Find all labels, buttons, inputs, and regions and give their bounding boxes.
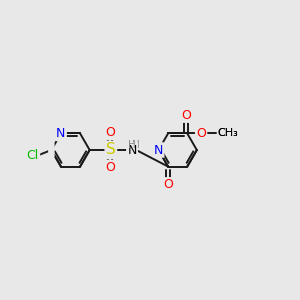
Text: O: O [105, 161, 115, 174]
Text: O: O [105, 126, 115, 139]
Text: O: O [196, 127, 206, 140]
Text: N: N [56, 127, 66, 140]
Text: O: O [105, 161, 115, 174]
Text: O: O [182, 109, 191, 122]
Text: S: S [106, 142, 116, 158]
Text: S: S [106, 142, 116, 158]
Text: O: O [196, 127, 206, 140]
Text: Cl: Cl [27, 149, 39, 162]
Text: H: H [128, 140, 136, 150]
Text: N: N [154, 143, 163, 157]
Text: CH₃: CH₃ [218, 128, 238, 138]
Text: H: H [132, 140, 140, 150]
Text: N: N [56, 127, 66, 140]
Text: N: N [128, 143, 137, 157]
Text: O: O [163, 178, 173, 191]
Text: N: N [154, 143, 163, 157]
Text: N: N [128, 143, 137, 157]
Text: Cl: Cl [27, 149, 39, 162]
Text: O: O [105, 126, 115, 139]
Text: O: O [182, 109, 191, 122]
Text: O: O [163, 178, 173, 191]
Text: CH₃: CH₃ [218, 128, 238, 138]
